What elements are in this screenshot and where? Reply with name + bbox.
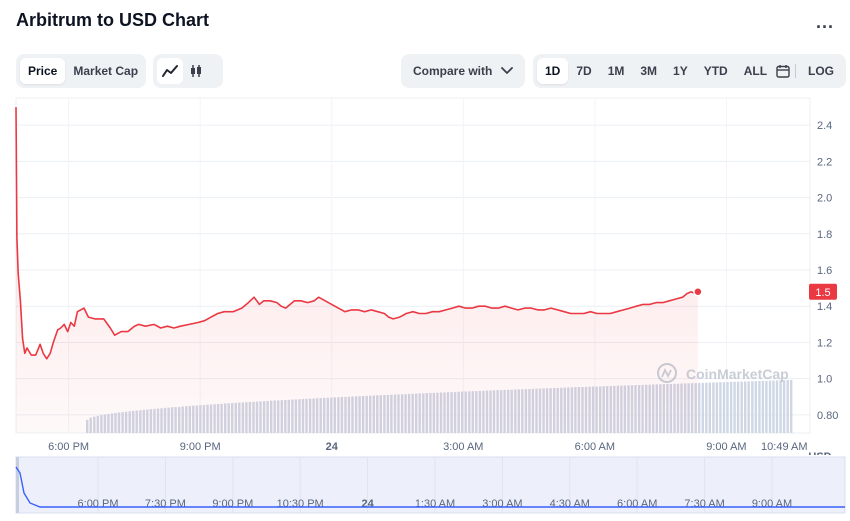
volume-bar xyxy=(729,381,733,433)
volume-bar xyxy=(736,381,740,433)
volume-bar xyxy=(712,382,715,433)
price-line xyxy=(15,107,699,360)
more-options-icon[interactable]: ... xyxy=(815,12,834,32)
compare-label: Compare with xyxy=(413,64,493,78)
navigator-tick-label: 9:00 PM xyxy=(212,498,253,510)
volume-bar xyxy=(747,381,750,433)
volume-bar xyxy=(751,381,754,433)
volume-bar xyxy=(779,380,782,433)
x-tick-label: 24 xyxy=(326,441,339,453)
y-axis-unit: USD xyxy=(808,451,831,455)
x-tick-label: 9:00 AM xyxy=(706,441,746,453)
volume-bar xyxy=(754,381,757,433)
watermark-text: CoinMarketCap xyxy=(686,366,789,382)
navigator-tick-label: 24 xyxy=(361,498,374,510)
page-title: Arbitrum to USD Chart xyxy=(16,10,209,30)
price-tab[interactable]: Price xyxy=(20,58,66,84)
line-chart-icon[interactable] xyxy=(157,58,183,84)
price-tag-label: 1.5 xyxy=(815,287,830,299)
volume-bar xyxy=(726,382,729,433)
volume-bar xyxy=(733,381,736,433)
y-tick-label: 1.0 xyxy=(817,374,832,386)
volume-bar xyxy=(708,382,711,433)
log-scale-toggle[interactable]: LOG xyxy=(808,64,834,78)
navigator-tick-label: 6:00 AM xyxy=(617,498,657,510)
x-tick-label: 10:49 AM xyxy=(761,441,807,453)
navigator-tick-label: 10:30 PM xyxy=(277,498,324,510)
x-tick-label: 6:00 AM xyxy=(575,441,615,453)
range-7d[interactable]: 7D xyxy=(576,64,592,78)
volume-bar xyxy=(698,382,701,433)
volume-bar xyxy=(715,382,719,433)
range-selector: 1D 7D 1M 3M 1Y YTD ALL LOG xyxy=(533,54,846,88)
range-navigator[interactable]: 6:00 PM 7:30 PM 9:00 PM 10:30 PM 24 1:30 AM 3:… xyxy=(0,455,850,515)
range-3m[interactable]: 3M xyxy=(640,64,658,78)
volume-bar xyxy=(772,380,775,433)
navigator-line xyxy=(15,466,845,508)
toolbar-divider xyxy=(795,64,796,78)
volume-bar xyxy=(761,380,765,433)
x-tick-label: 6:00 PM xyxy=(48,441,89,453)
compare-dropdown[interactable]: Compare with xyxy=(401,54,525,88)
navigator-tick-label: 3:00 AM xyxy=(482,498,522,510)
y-tick-label: 2.2 xyxy=(817,156,832,168)
navigator-tick-label: 6:00 PM xyxy=(78,498,119,510)
y-tick-label: 1.4 xyxy=(817,301,832,313)
volume-bar xyxy=(744,381,747,433)
chart-type-toggle xyxy=(153,54,223,88)
volume-bar xyxy=(775,380,779,433)
coinmarketcap-logo: CoinMarketCap xyxy=(657,363,789,383)
y-tick-label: 2.0 xyxy=(817,193,832,205)
navigator-left-handle xyxy=(16,457,19,513)
y-tick-label: 2.4 xyxy=(817,120,832,132)
candlestick-icon[interactable] xyxy=(183,58,209,84)
y-tick-label: 1.2 xyxy=(817,337,832,349)
volume-bar xyxy=(790,380,793,433)
current-price-dot xyxy=(693,287,703,297)
navigator-tick-label: 7:30 AM xyxy=(684,498,724,510)
volume-bar xyxy=(768,380,772,433)
volume-bar xyxy=(740,381,743,433)
volume-bar xyxy=(786,380,789,433)
wave-icon xyxy=(661,367,672,379)
navigator-tick-label: 9:00 AM xyxy=(752,498,792,510)
market-cap-tab[interactable]: Market Cap xyxy=(73,64,139,78)
volume-bar xyxy=(765,380,768,433)
metric-toggle: Price Market Cap xyxy=(16,54,146,88)
price-area xyxy=(16,107,698,433)
volume-bar xyxy=(758,381,761,433)
range-ytd[interactable]: YTD xyxy=(703,64,728,78)
volume-bar xyxy=(722,382,726,433)
chevron-down-icon xyxy=(501,62,513,80)
volume-bar xyxy=(705,382,708,433)
y-tick-label: 1.8 xyxy=(817,229,832,241)
navigator-tick-label: 4:30 AM xyxy=(550,498,590,510)
x-tick-label: 3:00 AM xyxy=(443,441,483,453)
range-1y[interactable]: 1Y xyxy=(673,64,688,78)
navigator-tick-label: 7:30 PM xyxy=(145,498,186,510)
calendar-icon[interactable] xyxy=(775,58,791,84)
price-tag xyxy=(809,283,837,300)
range-all[interactable]: ALL xyxy=(743,64,768,78)
price-chart[interactable]: 2.4 2.2 2.0 1.8 1.6 1.4 1.2 1.0 0.80 6:00 PM 9:00 … xyxy=(0,90,850,455)
range-1d[interactable]: 1D xyxy=(537,58,569,84)
volume-bar xyxy=(719,382,722,433)
navigator-background xyxy=(15,456,846,514)
volume-bar xyxy=(782,380,786,433)
navigator-tick-label: 1:30 AM xyxy=(415,498,455,510)
y-tick-label: 0.80 xyxy=(817,410,838,422)
volume-bar xyxy=(701,382,704,433)
range-1m[interactable]: 1M xyxy=(607,64,625,78)
y-tick-label: 1.6 xyxy=(817,265,832,277)
x-tick-label: 9:00 PM xyxy=(180,441,221,453)
